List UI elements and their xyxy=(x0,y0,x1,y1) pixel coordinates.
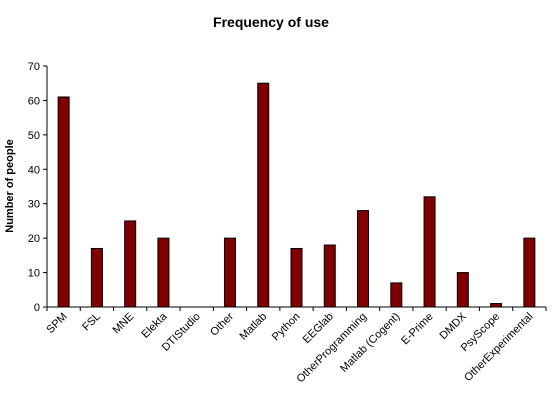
y-tick-label: 30 xyxy=(28,199,40,211)
x-tick-label: SPM xyxy=(44,311,69,336)
bar xyxy=(157,237,170,308)
bar xyxy=(456,272,469,308)
y-tick-label: 0 xyxy=(34,302,40,314)
bar xyxy=(290,247,303,308)
x-tick-label: E-Prime xyxy=(399,311,436,348)
x-tick-label: MNE xyxy=(111,311,137,337)
y-tick-label: 20 xyxy=(28,233,40,245)
bar xyxy=(223,237,236,308)
y-tick-label: 70 xyxy=(28,61,40,73)
bar xyxy=(357,210,370,308)
y-axis-label: Number of people xyxy=(4,139,16,233)
x-tick-label: Other xyxy=(208,310,236,338)
bar xyxy=(423,196,436,308)
y-tick-label: 10 xyxy=(28,268,40,280)
y-ticks: 0 10 20 30 40 50 60 70 xyxy=(28,61,47,314)
bar xyxy=(323,244,336,308)
x-tick-label: DMDX xyxy=(438,310,470,342)
y-tick-label: 50 xyxy=(28,130,40,142)
bar xyxy=(523,237,536,308)
bar xyxy=(490,303,503,308)
x-tick-label: Elekta xyxy=(139,310,170,341)
bar xyxy=(257,82,270,308)
chart-title: Frequency of use xyxy=(213,14,329,30)
bar xyxy=(90,247,103,308)
x-tick-label: Matlab xyxy=(238,311,270,343)
y-tick-label: 40 xyxy=(28,164,40,176)
x-tick-label: Matlab (Cogent) xyxy=(338,311,402,375)
x-tick-label: FSL xyxy=(80,311,103,334)
x-tick-label: Python xyxy=(270,311,303,344)
bar xyxy=(124,220,137,308)
bar xyxy=(57,96,70,308)
bars xyxy=(57,82,536,308)
bar xyxy=(390,282,403,308)
y-tick-label: 60 xyxy=(28,95,40,107)
